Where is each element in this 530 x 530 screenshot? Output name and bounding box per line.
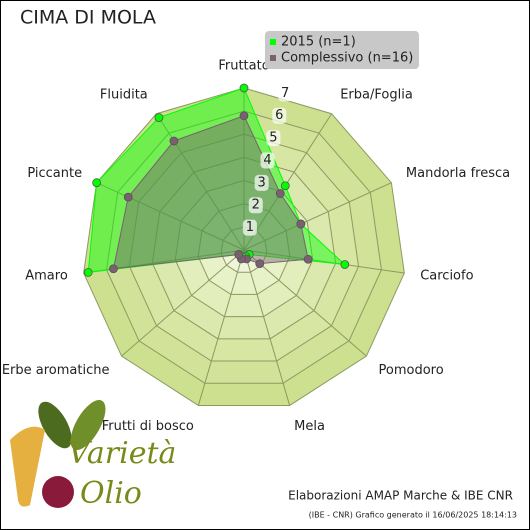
data-point [123,192,133,202]
axis-spoke [96,182,245,251]
axis-label: Carciofo [420,269,473,284]
data-point [275,189,285,198]
data-point [169,136,179,146]
data-point [234,250,244,259]
tick-label-bg [254,174,269,191]
axis-spoke [243,113,333,251]
data-point [303,254,313,264]
data-point [83,267,93,277]
axis-label: Piccante [27,166,82,181]
axis-spoke [197,249,245,406]
r-tick-label: 4 [263,153,271,168]
axis-label: Fruttato [218,59,269,74]
chart-title: CIMA DI MOLA [20,7,156,29]
axis-label: Mandorla fresca [406,166,510,181]
data-point [109,264,118,274]
axis-spoke [243,249,367,357]
axis-label: Mela [294,419,325,434]
axis-spoke [121,249,245,357]
data-point [296,219,306,229]
r-tick-label: 7 [281,86,289,101]
credit: Elaborazioni AMAP Marche & IBE CNR [288,489,513,503]
r-tick-label: 3 [258,175,266,190]
r-tick-label: 6 [275,108,283,123]
axis-label: Erbe aromatiche [2,363,110,378]
data-point [92,178,102,188]
tick-label-bg [260,152,275,169]
legend-label: 2015 (n=1) [281,35,356,50]
legend-label: Complessivo (n=16) [281,51,413,66]
legend-swatch [270,55,276,61]
tick-label-bg [242,219,257,236]
data-point [280,181,290,191]
axis-label: Fluidita [100,88,148,103]
data-point [239,111,249,121]
legend-box [265,31,419,69]
axis-spoke [243,249,291,406]
data-point [239,83,249,93]
axis-label: Pomodoro [379,363,444,378]
logo-text: Olio [80,476,142,511]
r-tick-label: 1 [246,220,254,235]
r-tick-label: 5 [269,131,277,146]
legend-swatch [270,39,276,45]
logo-text: Varietà [68,436,176,471]
data-point [154,113,164,123]
axis-label: Erba/Foglia [340,88,413,103]
data-point [340,260,350,269]
tick-label-bg [248,197,263,214]
footnote: (IBE - CNR) Grafico generato il 16/06/20… [309,511,517,520]
tick-label-bg [272,107,287,124]
axis-spoke [155,113,245,251]
data-point [255,259,265,269]
tick-label-bg [266,130,281,147]
axis-spoke [243,182,392,251]
tick-label-bg [278,85,293,102]
axis-label: Amaro [25,269,68,284]
r-tick-label: 2 [252,198,260,213]
axis-label: Frutti di bosco [102,419,194,434]
axis-spoke [243,249,405,274]
logo: Varietà Olio [10,400,176,511]
